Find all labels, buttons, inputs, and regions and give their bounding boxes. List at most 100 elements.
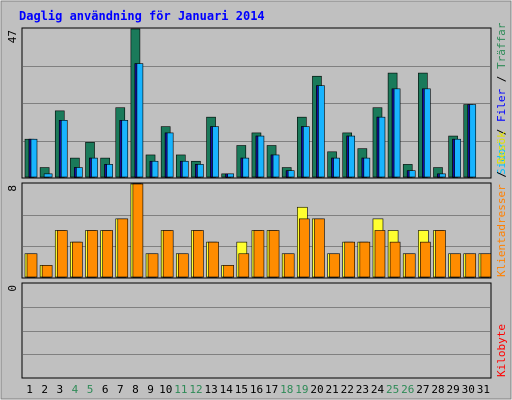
x-tick-label: 27 [416,383,429,396]
bar-pages [361,157,365,178]
legend-separator: / [495,69,508,89]
bar-pages [28,138,32,178]
bar-sites [87,230,98,278]
x-tick-label: 12 [189,383,202,396]
bar-pages [240,157,244,178]
bar-pages [452,138,455,178]
x-tick-label: 28 [431,383,444,396]
legend-item: Klientadresser [495,184,508,277]
y-max-label-hits-files: 47 [6,30,19,43]
bar-sites [162,230,174,278]
bar-pages [225,173,228,178]
bar-sites [147,253,159,278]
x-tick-label: 6 [102,383,109,396]
bar-pages [74,167,77,178]
bar-sites [117,218,129,278]
legend-label-group: Kilobyte [495,324,508,377]
x-tick-label: 24 [371,383,385,396]
x-tick-label: 15 [235,383,248,396]
bar-sites [329,253,340,278]
bar-pages [331,157,334,178]
bar-sites [56,230,68,278]
legend-item: Kilobyte [495,324,508,377]
bar-pages [255,135,259,178]
x-tick-label: 21 [326,383,339,396]
bar-sites [420,241,431,278]
bar-sites [374,230,386,278]
bar-pages [164,132,168,178]
x-tick-label: 26 [401,383,414,396]
bar-sites [177,253,189,278]
bar-sites [223,265,234,278]
x-tick-label: 5 [87,383,94,396]
legend-item: Besök [495,131,508,164]
x-tick-label: 9 [147,383,154,396]
x-tick-label: 23 [356,383,369,396]
bar-pages [285,170,289,178]
y-max-label-kbytes: 0 [6,285,19,292]
bar-pages [346,135,350,178]
bar-sites [299,218,310,278]
x-tick-label: 17 [265,383,278,396]
bar-pages [270,154,274,178]
bar-pages [149,160,153,178]
x-tick-label: 19 [295,383,308,396]
x-tick-label: 25 [386,383,399,396]
bar-pages [422,88,425,178]
legend-item: Sidor [495,142,508,175]
chart-title: Daglig användning för Januari 2014 [19,9,265,23]
x-tick-label: 16 [250,383,263,396]
bar-sites [132,183,144,278]
x-tick-label: 18 [280,383,293,396]
x-tick-label: 11 [174,383,187,396]
bar-sites [72,241,83,278]
bar-pages [58,120,62,178]
bar-sites [268,230,280,278]
bar-pages [437,173,440,178]
bar-sites [435,230,446,278]
legend-label-group: Klientadresser / Besök [495,131,508,277]
legend-separator: / [495,122,508,142]
x-tick-label: 22 [341,383,354,396]
bar-sites [344,241,356,278]
legend-label-group: Sidor / Filer / Träffar [495,22,508,175]
bar-pages [467,104,471,178]
bar-sites [359,241,371,278]
x-tick-label: 10 [159,383,172,396]
bar-sites [480,253,492,278]
bar-sites [450,253,461,278]
bar-pages [316,85,319,178]
bar-pages [391,88,395,178]
bar-sites [193,230,204,278]
x-tick-label: 7 [117,383,124,396]
x-tick-label: 13 [204,383,217,396]
legend-separator: / [495,164,508,184]
x-tick-label: 1 [26,383,33,396]
legend-item: Träffar [495,22,508,69]
x-tick-label: 31 [477,383,490,396]
bar-sites [208,241,219,278]
bar-pages [119,120,123,178]
bar-pages [210,126,213,178]
bar-sites [102,230,113,278]
x-tick-label: 4 [72,383,79,396]
bar-sites [26,253,38,278]
bar-sites [465,253,477,278]
bar-files [43,173,53,178]
bar-pages [134,63,138,178]
bar-sites [314,218,325,278]
x-tick-label: 2 [41,383,48,396]
legend-item: Filer [495,89,508,122]
bar-pages [104,164,107,178]
bar-sites [389,241,401,278]
bar-sites [238,253,250,278]
panel-frame-kbytes [21,282,492,379]
bar-pages [301,126,304,178]
x-tick-label: 30 [462,383,475,396]
bar-sites [41,265,53,278]
bar-pages [376,116,380,178]
bar-pages [195,164,198,178]
x-tick-label: 8 [132,383,139,396]
